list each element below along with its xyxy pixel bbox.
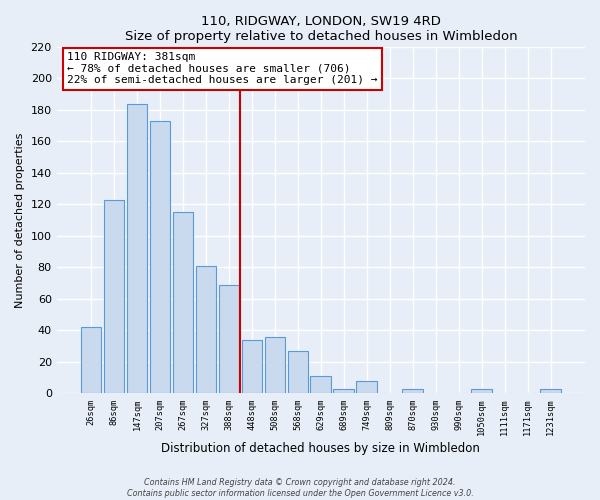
- Bar: [218, 285, 239, 394]
- Bar: [196, 266, 216, 394]
- Y-axis label: Number of detached properties: Number of detached properties: [15, 132, 25, 308]
- Bar: [173, 212, 193, 394]
- Title: 110, RIDGWAY, LONDON, SW19 4RD
Size of property relative to detached houses in W: 110, RIDGWAY, LONDON, SW19 4RD Size of p…: [125, 15, 517, 43]
- Bar: [403, 388, 423, 394]
- Bar: [541, 388, 561, 394]
- Bar: [472, 388, 492, 394]
- Bar: [104, 200, 124, 394]
- Bar: [287, 351, 308, 394]
- Bar: [265, 336, 285, 394]
- X-axis label: Distribution of detached houses by size in Wimbledon: Distribution of detached houses by size …: [161, 442, 480, 455]
- Bar: [149, 121, 170, 394]
- Text: Contains HM Land Registry data © Crown copyright and database right 2024.
Contai: Contains HM Land Registry data © Crown c…: [127, 478, 473, 498]
- Bar: [127, 104, 148, 394]
- Bar: [80, 328, 101, 394]
- Bar: [356, 381, 377, 394]
- Text: 110 RIDGWAY: 381sqm
← 78% of detached houses are smaller (706)
22% of semi-detac: 110 RIDGWAY: 381sqm ← 78% of detached ho…: [67, 52, 378, 86]
- Bar: [310, 376, 331, 394]
- Bar: [334, 388, 354, 394]
- Bar: [242, 340, 262, 394]
